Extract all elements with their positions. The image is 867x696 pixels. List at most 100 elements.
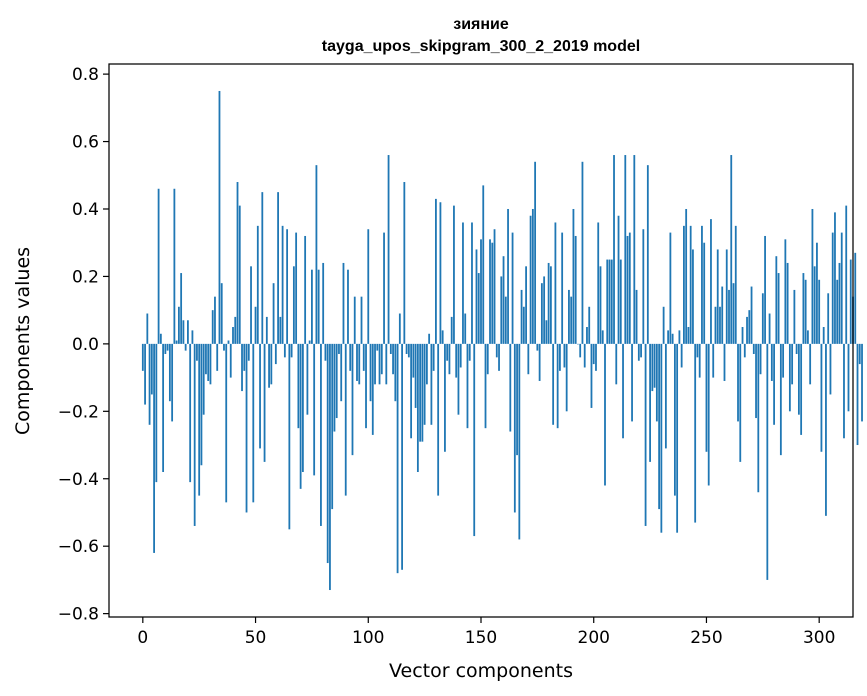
bar (689, 225, 692, 344)
bar (322, 262, 325, 344)
bar (637, 343, 640, 361)
bar (362, 343, 365, 371)
bar (615, 343, 618, 385)
bar (570, 296, 573, 344)
bar (617, 215, 620, 344)
bar (669, 232, 672, 344)
y-tick-label: 0.6 (72, 133, 99, 153)
bar (561, 232, 564, 344)
bar (489, 239, 491, 344)
bar (597, 222, 600, 344)
bar (696, 343, 699, 358)
bar (265, 316, 268, 344)
bar (277, 192, 279, 344)
x-tick-label: 0 (137, 628, 148, 648)
bar (529, 215, 532, 344)
bar (545, 320, 548, 344)
bar (468, 343, 471, 361)
bar (491, 242, 494, 344)
bar (466, 343, 469, 429)
bar (619, 259, 622, 344)
bar (473, 343, 476, 537)
bar (301, 343, 304, 472)
bar (782, 343, 785, 378)
bar (858, 343, 861, 365)
bar (457, 343, 460, 415)
x-tick-label: 150 (465, 628, 497, 648)
bar (247, 343, 250, 361)
bar (234, 316, 237, 344)
y-tick-label: −0.4 (58, 470, 99, 490)
bar (577, 343, 579, 345)
bar (261, 192, 264, 344)
y-tick-label: −0.6 (58, 537, 99, 557)
bar (522, 306, 525, 344)
bar (421, 343, 424, 442)
bar (371, 343, 374, 435)
bar (784, 239, 787, 344)
bar (628, 232, 631, 344)
bar (182, 320, 185, 344)
bar (425, 343, 428, 385)
bar (173, 188, 176, 344)
bar (317, 269, 320, 344)
bar (304, 235, 307, 344)
y-tick-label: 0.8 (72, 65, 99, 85)
bar (385, 343, 388, 385)
bar (286, 229, 289, 344)
bar (635, 289, 638, 344)
bar (692, 249, 694, 344)
bar (462, 222, 464, 344)
bar (755, 343, 757, 419)
y-tick-label: 0.4 (72, 200, 99, 220)
bar (579, 343, 582, 358)
bar (288, 343, 291, 530)
bar (565, 343, 568, 412)
bar (662, 306, 665, 344)
bar (394, 343, 397, 402)
bar (374, 343, 376, 385)
bar (716, 249, 719, 344)
bar (432, 343, 435, 371)
bar (604, 343, 606, 486)
bar (779, 343, 782, 456)
bar (157, 188, 160, 344)
bar (202, 343, 205, 415)
bar (225, 343, 228, 503)
bar (831, 232, 834, 344)
bar (608, 259, 611, 344)
bar (162, 343, 165, 472)
bar (168, 343, 171, 402)
bar (356, 343, 358, 381)
bar (793, 289, 796, 344)
bar (299, 343, 302, 489)
bar (655, 343, 658, 422)
bar (538, 343, 541, 381)
bar (459, 343, 462, 368)
bar (191, 330, 194, 344)
bar (687, 327, 690, 344)
bar (843, 343, 845, 439)
bar (678, 330, 681, 344)
y-tick-label: 0.2 (72, 267, 99, 287)
bar (495, 343, 498, 358)
bar (232, 327, 234, 344)
bar (205, 343, 207, 375)
bar (353, 296, 356, 344)
bar (811, 208, 814, 344)
bar (398, 313, 401, 344)
x-tick-label: 50 (245, 628, 267, 648)
bar (775, 256, 778, 344)
bar (200, 343, 203, 466)
bar (549, 266, 552, 344)
bar (849, 259, 852, 344)
bar (504, 296, 507, 344)
bar (407, 343, 410, 358)
bar (274, 343, 277, 365)
bar (414, 343, 417, 408)
bar (283, 343, 286, 358)
bar (622, 343, 624, 439)
bar-series (141, 90, 863, 591)
bar (187, 320, 189, 344)
